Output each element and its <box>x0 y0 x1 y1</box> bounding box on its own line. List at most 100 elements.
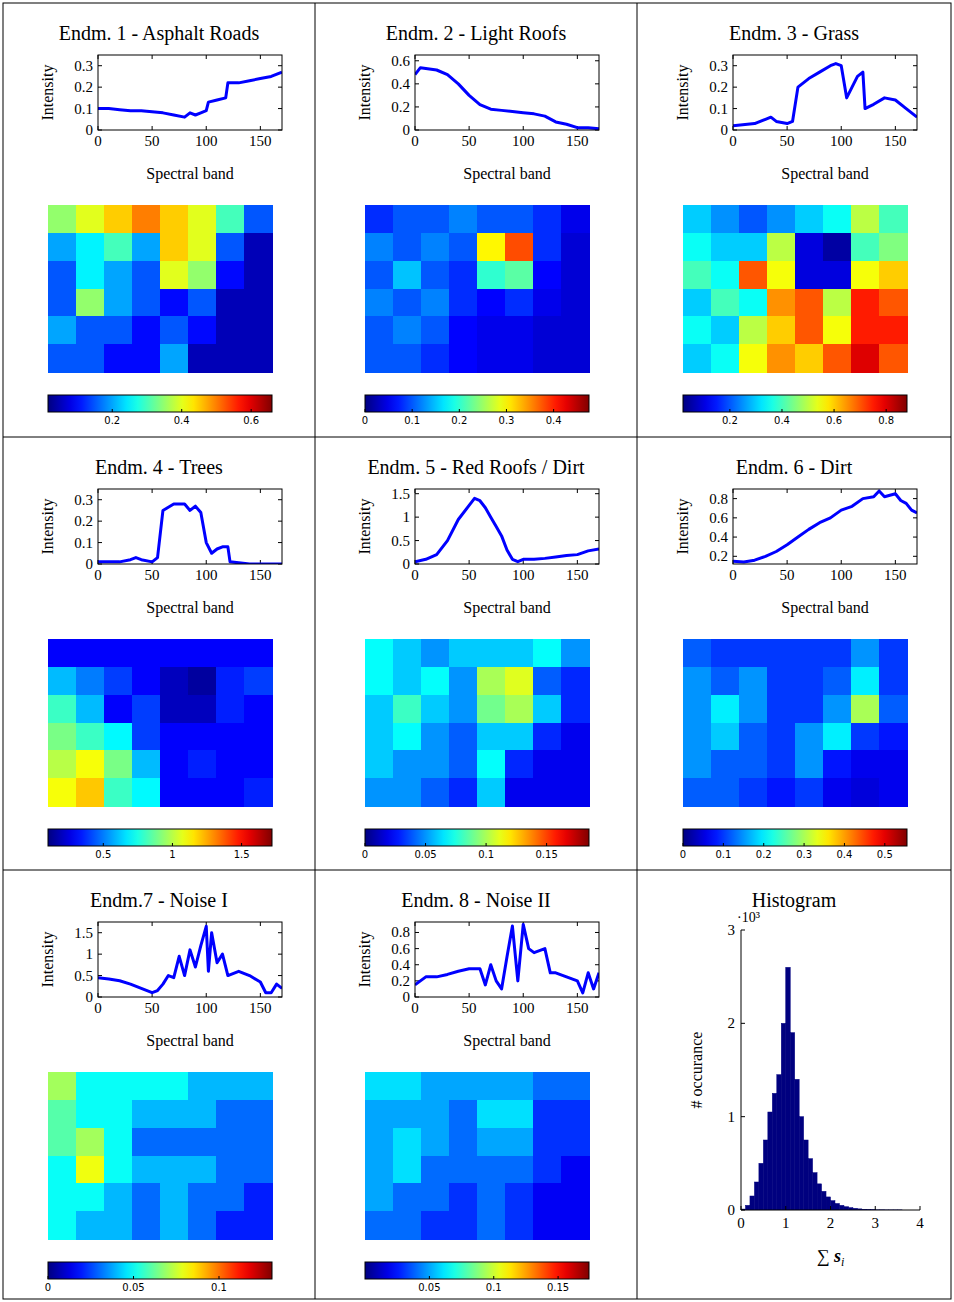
x-axis-title: Spectral band <box>463 1032 551 1050</box>
colorbar-tick <box>486 843 487 846</box>
y-tick-label: 0 <box>403 989 411 1005</box>
y-tick-label: 0 <box>403 122 411 138</box>
map-cell <box>683 316 712 344</box>
map-cell <box>561 723 590 751</box>
panel: Endm. 3 - Grass05010015000.10.20.3Spectr… <box>674 22 917 426</box>
x-tick <box>469 922 470 926</box>
map-cell <box>48 1156 77 1184</box>
map-cell <box>216 778 245 806</box>
map-cell <box>449 261 478 289</box>
y-tick-label: 0.1 <box>74 535 93 551</box>
map-cell <box>711 289 740 317</box>
x-tick-label: 150 <box>884 133 907 149</box>
map-cell <box>449 1100 478 1128</box>
map-cell <box>365 1156 394 1184</box>
x-tick <box>523 489 524 493</box>
y-tick <box>98 542 102 543</box>
map-cell <box>188 1211 217 1239</box>
panel-title: Histogram <box>752 889 837 912</box>
map-cell <box>879 750 908 778</box>
x-tick <box>206 560 207 564</box>
table-frame <box>3 3 951 1299</box>
map-cell <box>76 289 105 317</box>
map-cell <box>533 233 562 261</box>
map-cell <box>561 261 590 289</box>
map-cell <box>393 205 422 233</box>
plot-frame <box>98 55 282 130</box>
map-cell <box>795 344 824 372</box>
map-cell <box>104 205 133 233</box>
y-axis-title: Intensity <box>39 65 57 121</box>
map-cell <box>216 289 245 317</box>
map-cell <box>449 289 478 317</box>
map-cell <box>823 344 852 372</box>
map-cell <box>160 1156 189 1184</box>
map-cell <box>132 1128 161 1156</box>
map-cell <box>561 1072 590 1100</box>
x-tick-label: 100 <box>512 1000 535 1016</box>
map-cell <box>216 695 245 723</box>
map-cell <box>160 695 189 723</box>
map-cell <box>823 289 852 317</box>
map-cell <box>365 1183 394 1211</box>
map-cell <box>711 723 740 751</box>
hist-bar <box>741 1209 745 1210</box>
map-cell <box>505 695 534 723</box>
panel-title: Endm. 3 - Grass <box>729 22 859 44</box>
colorbar <box>48 1262 272 1279</box>
map-cell <box>851 316 880 344</box>
colorbar-tick <box>729 409 730 412</box>
map-cell <box>393 1128 422 1156</box>
x-tick <box>260 126 261 130</box>
map-cell <box>393 750 422 778</box>
map-cell <box>683 205 712 233</box>
map-cell <box>48 723 77 751</box>
map-cell <box>879 289 908 317</box>
y-tick <box>913 87 917 88</box>
map-cell <box>216 261 245 289</box>
y-tick-label: 0.2 <box>74 513 93 529</box>
x-tick-label: 50 <box>780 133 795 149</box>
x-tick <box>152 126 153 130</box>
x-tick <box>469 489 470 493</box>
map-cell <box>104 233 133 261</box>
map-cell <box>851 344 880 372</box>
colorbar-tick-label: 0.2 <box>451 415 467 426</box>
x-tick-label: 0 <box>729 567 737 583</box>
map-cell <box>711 667 740 695</box>
colorbar-tick <box>546 843 547 846</box>
map-cell <box>533 289 562 317</box>
hist-bar <box>804 1140 808 1210</box>
map-cell <box>365 316 394 344</box>
y-tick <box>913 517 917 518</box>
x-tick <box>920 1206 921 1210</box>
map-cell <box>160 316 189 344</box>
map-cell <box>104 344 133 372</box>
x-tick-label: 50 <box>145 133 160 149</box>
x-tick-label: 150 <box>249 567 272 583</box>
colorbar-tick-label: 0.8 <box>878 415 894 426</box>
map-cell <box>879 261 908 289</box>
colorbar-tick <box>181 409 182 412</box>
map-cell <box>561 316 590 344</box>
abundance-map <box>365 1072 590 1240</box>
map-cell <box>48 289 77 317</box>
map-cell <box>683 233 712 261</box>
y-tick <box>278 954 282 955</box>
map-cell <box>188 1128 217 1156</box>
x-tick <box>841 489 842 493</box>
x-tick <box>523 55 524 59</box>
y-tick <box>733 108 737 109</box>
x-axis-title: Spectral band <box>146 165 234 183</box>
map-cell <box>132 695 161 723</box>
x-tick-label: 150 <box>566 133 589 149</box>
map-cell <box>48 233 77 261</box>
plot-data <box>98 72 282 117</box>
panel-title: Endm.7 - Noise I <box>90 889 228 911</box>
map-cell <box>393 1156 422 1184</box>
map-cell <box>795 316 824 344</box>
map-cell <box>879 316 908 344</box>
map-cell <box>823 233 852 261</box>
x-tick-label: 2 <box>827 1215 835 1231</box>
panel-title: Endm. 5 - Red Roofs / Dirt <box>367 456 585 478</box>
